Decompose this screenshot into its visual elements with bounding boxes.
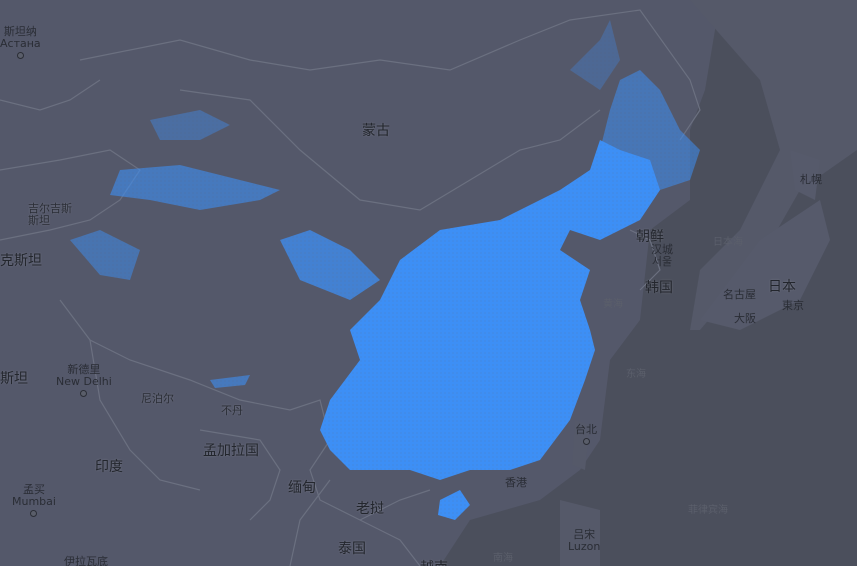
city-astana-zh: 斯坦纳 <box>3 25 37 38</box>
city-mumbai-en: Mumbai <box>12 495 56 508</box>
label-east-sea: 东海 <box>626 369 646 380</box>
city-tokyo[interactable]: 東京 <box>782 300 804 312</box>
label-kazakhstan-part: 克斯坦 <box>0 253 42 269</box>
label-yellow-sea: 黄海 <box>603 299 623 310</box>
label-india: 印度 <box>95 459 123 475</box>
label-burma: 缅甸 <box>288 480 316 496</box>
city-seoul-zh: 汉城 <box>651 243 673 256</box>
city-bottom-left-label: 伊拉瓦底 <box>64 555 108 566</box>
label-kyrgyzstan: 吉尔吉斯斯坦 <box>28 202 72 227</box>
coverage-area <box>70 20 700 520</box>
label-vietnam-part: 越南 <box>420 557 448 566</box>
label-japan-sea: 日本海 <box>713 237 743 248</box>
city-marker-icon <box>16 52 24 59</box>
label-bhutan: 不丹 <box>221 404 243 417</box>
label-japan: 日本 <box>768 279 796 295</box>
city-new-delhi[interactable]: 新德里 New Delhi <box>56 364 112 400</box>
city-marker-icon <box>582 438 590 445</box>
city-mumbai-zh: 孟买 <box>22 483 45 496</box>
city-taipei-label: 台北 <box>575 423 597 436</box>
label-south-sea: 南海 <box>493 553 513 564</box>
city-luzon-en: Luzon <box>568 540 601 553</box>
city-hongkong[interactable]: 香港 <box>505 477 527 489</box>
city-sapporo-label: 札幌 <box>800 173 822 186</box>
city-osaka[interactable]: 大阪 <box>734 313 756 325</box>
city-astana-en: Астана <box>0 37 41 50</box>
city-seoul-alt: 서울 <box>651 255 673 268</box>
city-nagoya[interactable]: 名古屋 <box>723 289 756 301</box>
city-luzon-zh: 吕宋 <box>573 528 596 541</box>
label-pakistan-part: 斯坦 <box>0 371 28 387</box>
city-seoul[interactable]: 汉城 서울 <box>651 244 673 268</box>
label-philippine-sea: 菲律宾海 <box>688 505 728 516</box>
city-bottom-left[interactable]: 伊拉瓦底 <box>64 556 108 566</box>
label-laos: 老挝 <box>356 501 384 517</box>
city-tokyo-label: 東京 <box>782 299 804 312</box>
label-south-korea: 韩国 <box>645 280 673 296</box>
city-marker-icon <box>80 390 88 397</box>
city-luzon[interactable]: 吕宋 Luzon <box>568 529 600 553</box>
city-taipei[interactable]: 台北 <box>575 424 597 448</box>
label-mongolia: 蒙古 <box>362 123 390 139</box>
city-marker-icon <box>30 510 38 517</box>
city-new-delhi-zh: 新德里 <box>67 363 101 376</box>
city-new-delhi-en: New Delhi <box>56 375 112 388</box>
label-thailand: 泰国 <box>338 541 366 557</box>
label-bangladesh: 孟加拉国 <box>203 443 259 459</box>
country-borders <box>0 9 701 566</box>
city-sapporo[interactable]: 札幌 <box>800 174 822 186</box>
city-nagoya-label: 名古屋 <box>723 288 756 301</box>
label-nepal: 尼泊尔 <box>141 392 174 405</box>
city-mumbai[interactable]: 孟买 Mumbai <box>12 484 56 520</box>
city-hongkong-label: 香港 <box>505 476 527 489</box>
city-osaka-label: 大阪 <box>734 312 756 325</box>
city-astana[interactable]: 斯坦纳 Астана <box>0 26 41 62</box>
label-north-korea: 朝鲜 <box>636 229 664 245</box>
